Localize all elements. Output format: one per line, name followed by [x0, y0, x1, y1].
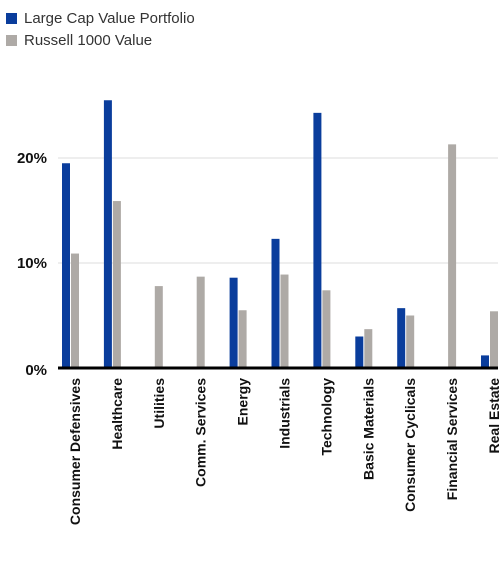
- y-tick-label-0: 0%: [25, 362, 47, 379]
- x-tick-label-10: Financial Services: [444, 378, 460, 500]
- x-axis-labels: Consumer Defensives Healthcare Utilities Co…: [67, 378, 501, 525]
- legend-label-2: Russell 1000 Value: [24, 32, 152, 49]
- x-tick-label-9: Consumer Cyclicals: [402, 378, 418, 512]
- bar-portfolio-9: [397, 308, 406, 368]
- bar-benchmark-4: [196, 276, 205, 368]
- bar-benchmark-3: [154, 286, 163, 368]
- x-tick-label-2: Healthcare: [109, 378, 125, 450]
- x-tick-label-3: Utilities: [151, 378, 167, 429]
- y-tick-label-20: 20%: [17, 150, 47, 167]
- bar-benchmark-7: [322, 290, 331, 368]
- bar-benchmark-5: [238, 310, 247, 368]
- x-tick-label-5: Energy: [235, 378, 251, 426]
- bar-benchmark-9: [406, 315, 415, 368]
- bar-benchmark-10: [448, 144, 457, 368]
- x-tick-label-1: Consumer Defensives: [67, 378, 83, 525]
- bar-portfolio-1: [62, 163, 70, 368]
- bar-portfolio-5: [229, 277, 238, 368]
- x-tick-label-7: Technology: [318, 378, 334, 456]
- x-tick-label-6: Industrials: [277, 378, 293, 449]
- bar-benchmark-2: [112, 201, 121, 368]
- y-axis-ticks: 0% 10% 20%: [17, 150, 47, 379]
- legend-swatch-2: [6, 35, 17, 46]
- bar-portfolio-2: [103, 100, 112, 368]
- bar-benchmark-6: [280, 274, 289, 368]
- legend: Large Cap Value Portfolio Russell 1000 Va…: [6, 10, 195, 49]
- bar-benchmark-8: [364, 329, 373, 368]
- x-tick-label-11: Real Estate: [486, 378, 501, 454]
- y-tick-label-10: 10%: [17, 255, 47, 272]
- legend-label-1: Large Cap Value Portfolio: [24, 10, 195, 27]
- legend-swatch-1: [6, 13, 17, 24]
- bar-portfolio-6: [271, 238, 280, 368]
- x-tick-label-4: Comm. Services: [193, 378, 209, 487]
- bars: [62, 100, 498, 368]
- bar-portfolio-11: [481, 355, 489, 368]
- x-tick-label-8: Basic Materials: [360, 378, 376, 480]
- bar-portfolio-7: [313, 112, 322, 368]
- bar-benchmark-11: [490, 311, 498, 368]
- bar-portfolio-8: [355, 336, 364, 368]
- bar-benchmark-1: [71, 253, 79, 368]
